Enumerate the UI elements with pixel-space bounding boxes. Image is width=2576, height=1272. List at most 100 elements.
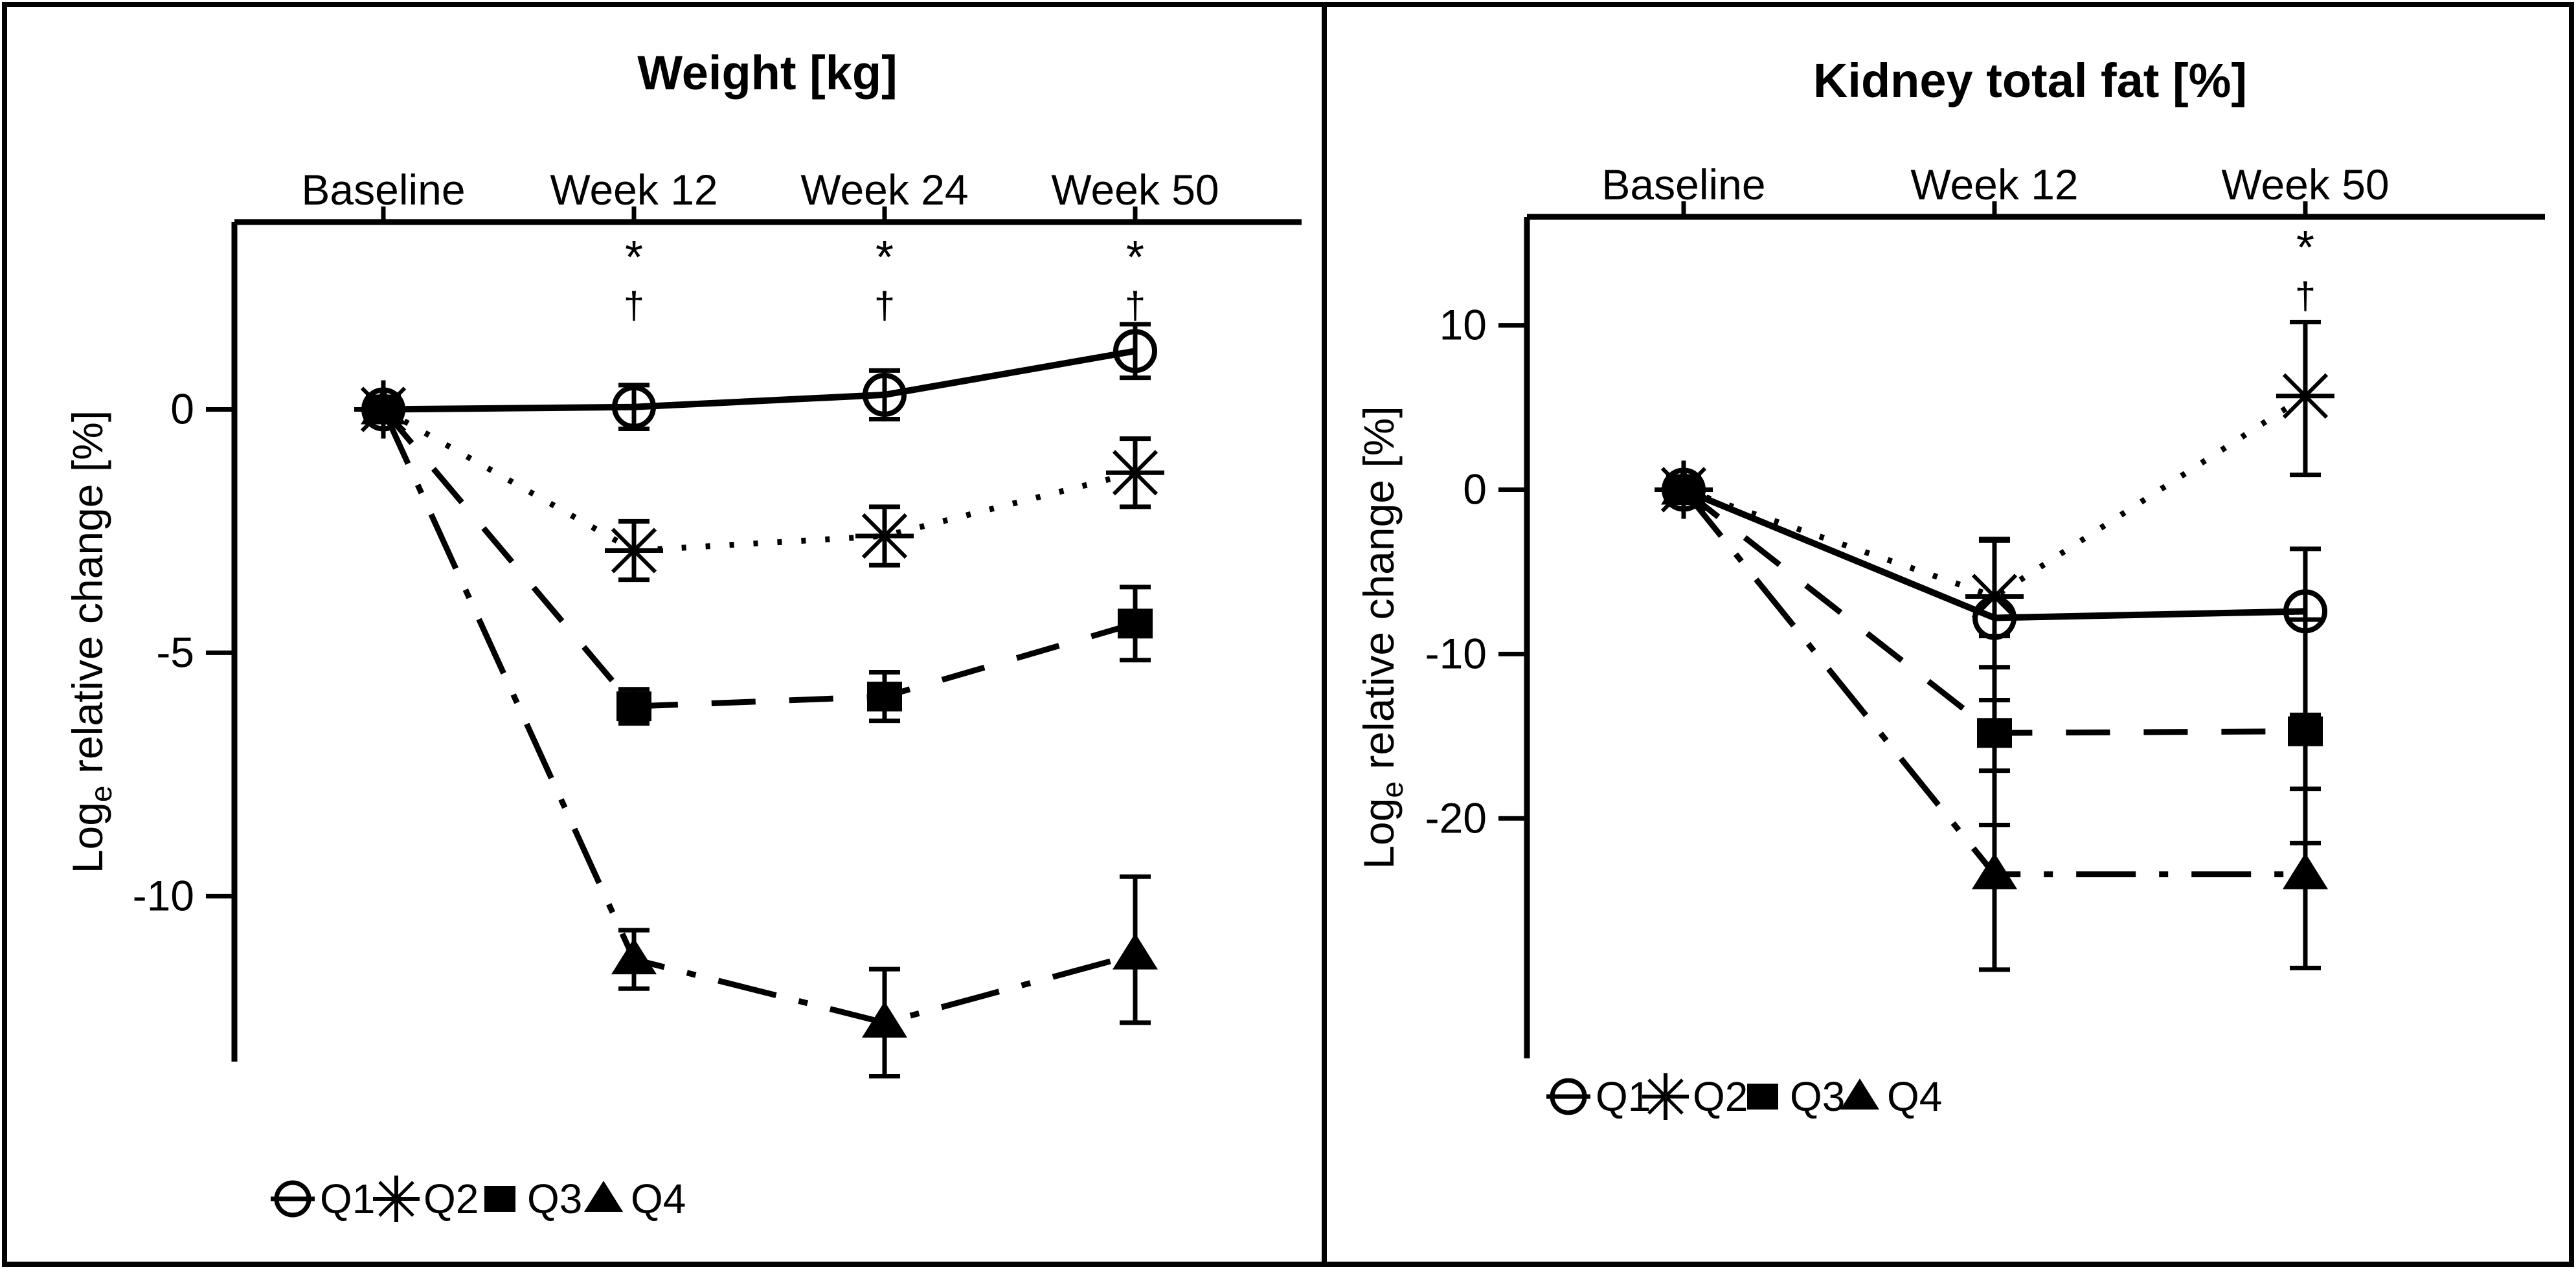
circle-icon [1550,1078,1587,1115]
kidney-legend: Q1 Q2 Q3 Q4 [1546,1073,1942,1120]
x-category-label: Baseline [301,166,465,214]
y-tick-label: -10 [133,871,194,919]
weight-legend: Q1 Q2 Q3 Q4 [271,1176,686,1222]
legend-label: Q3 [527,1176,582,1222]
circle-data-marker [863,372,907,417]
kidney-title: Kidney total fat [%] [1813,54,2247,107]
y-tick-label: 0 [170,385,194,432]
weight-title: Weight [kg] [637,46,897,100]
significance-dagger: † [1125,285,1146,327]
y-tick-label: -20 [1425,794,1487,842]
legend-item: Q1 [271,1176,375,1222]
y-tick-label: 0 [1463,465,1487,513]
significance-annotation: *† [874,232,895,327]
x-category-label: Week 12 [550,166,717,214]
significance-star: * [2296,222,2314,274]
triangle-marker [361,388,406,425]
significance-annotation: *† [2295,222,2316,317]
square-marker [1118,608,1153,639]
significance-dagger: † [874,285,895,327]
legend-item: Q4 [584,1176,686,1222]
triangle-marker [1972,853,2017,889]
triangle-marker [611,938,657,975]
legend-label: Q2 [424,1176,479,1222]
series-line [380,408,1136,1026]
weight-series-Q4 [361,388,1158,1079]
asterisk-data-marker [855,506,914,565]
triangle-icon [1840,1078,1879,1110]
series-line [383,348,1136,413]
significance-annotation: *† [624,232,644,327]
legend-item: Q1 [1546,1073,1651,1120]
triangle-marker [1113,933,1158,970]
circle-marker [1113,329,1157,374]
square-data-marker [867,682,902,712]
asterisk-arm [1971,574,2018,619]
series-line [1682,393,2307,600]
asterisk-data-marker [605,521,663,580]
kidney-panel: Kidney total fat [%] Baseline Week 12 Week … [1322,6,2545,1263]
x-category-label: Baseline [1601,161,1765,208]
triangle-data-marker [611,938,657,975]
legend-item: Q3 [1747,1073,1845,1120]
triangle-data-marker [1113,933,1158,970]
significance-star: * [625,232,643,284]
legend-item: Q4 [1840,1073,1942,1120]
significance-dagger: † [2295,275,2316,317]
square-data-marker [1977,718,2012,748]
asterisk-data-marker [1106,443,1164,502]
square-data-marker [2288,716,2323,746]
asterisk-icon [378,1181,414,1217]
y-tick-label: -10 [1425,629,1487,677]
square-icon [484,1186,515,1212]
x-category-label: Week 12 [1910,161,2078,208]
legend-item: Q2 [1642,1073,1748,1120]
x-category-label: Week 50 [1051,166,1219,214]
circle-marker [863,372,907,417]
square-data-marker [616,691,651,722]
triangle-data-marker [361,388,406,425]
circle-icon [274,1180,311,1218]
significance-star: * [1126,232,1144,284]
circle-data-marker [1113,329,1157,374]
circle-data-marker [612,385,656,429]
legend-label: Q3 [1790,1073,1845,1120]
square-icon [1747,1084,1778,1110]
legend-label: Q2 [1693,1073,1748,1120]
triangle-data-marker [1661,468,1706,505]
x-category-label: Week 24 [800,166,968,214]
significance-star: * [876,232,894,284]
square-marker [616,691,651,722]
asterisk-icon [1647,1078,1684,1115]
triangle-icon [584,1181,623,1212]
asterisk-data-marker [2276,366,2334,425]
square-data-marker [1118,608,1153,639]
circle-marker [612,385,656,429]
series-line [381,407,1136,554]
triangle-marker [1661,468,1706,505]
triangle-data-marker [2283,853,2328,889]
legend-item: Q3 [484,1176,582,1222]
asterisk-arm [2282,373,2329,419]
y-axis-title: Loge relative change [%] [1355,406,1409,869]
legend-label: Q4 [1887,1073,1942,1120]
triangle-marker [2283,853,2328,889]
error-bar [869,368,900,422]
kidney-series-Q4 [1661,468,2328,972]
weight-panel: Weight [kg] Baseline Week 12 Week 24 Week 50… [63,46,1302,1222]
square-marker [867,682,902,712]
significance-annotation: *† [1125,232,1146,327]
significance-dagger: † [624,285,644,327]
triangle-data-marker [1972,853,2017,889]
y-axis-title: Loge relative change [%] [63,410,118,873]
series-line [381,407,1136,709]
triangle-data-marker [862,1001,907,1038]
asterisk-data-marker [1965,567,2024,626]
asterisk-arm [861,513,908,559]
asterisk-arm [611,528,657,574]
legend-label: Q1 [320,1176,375,1222]
